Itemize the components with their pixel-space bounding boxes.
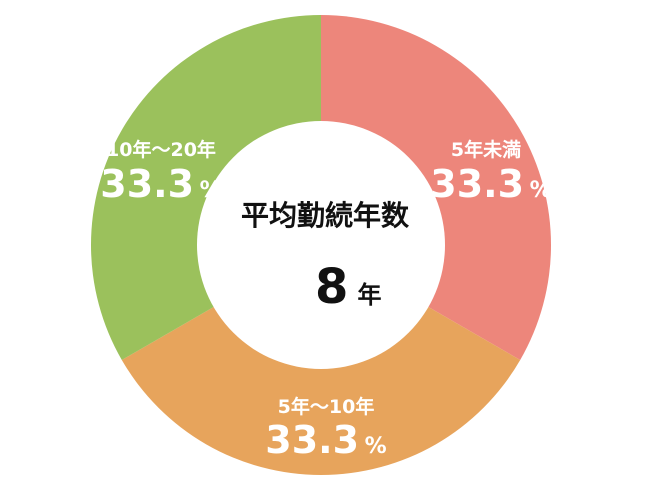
slice-percent-5-to-10-years: 33.3 <box>265 418 359 462</box>
average-years-value: 8 <box>315 259 348 315</box>
slice-percent-10-to-20-years: 33.3 <box>100 162 194 206</box>
donut-center-hole <box>197 121 445 369</box>
slice-percent-under-5-years: 33.3 <box>430 162 524 206</box>
slice-value-5-to-10-years: 33.3 % <box>265 418 386 462</box>
slice-percent-unit-under-5-years: % <box>530 178 552 203</box>
slice-label-5-to-10-years: 5年〜10年 <box>278 395 375 418</box>
slice-labels: 5年未満 33.3 % 5年〜10年 33.3 % 10年〜20年 33.3 % <box>100 138 551 462</box>
slice-label-under-5-years: 5年未満 <box>451 138 521 161</box>
center-value: 8 年 <box>315 259 382 315</box>
slice-value-under-5-years: 33.3 % <box>430 162 551 206</box>
slice-percent-unit-10-to-20-years: % <box>200 178 222 203</box>
average-years-unit: 年 <box>358 281 382 309</box>
slice-value-10-to-20-years: 33.3 % <box>100 162 221 206</box>
slice-label-10-to-20-years: 10年〜20年 <box>106 138 216 161</box>
slice-percent-unit-5-to-10-years: % <box>365 434 387 459</box>
center-title: 平均勤続年数 <box>241 199 410 232</box>
